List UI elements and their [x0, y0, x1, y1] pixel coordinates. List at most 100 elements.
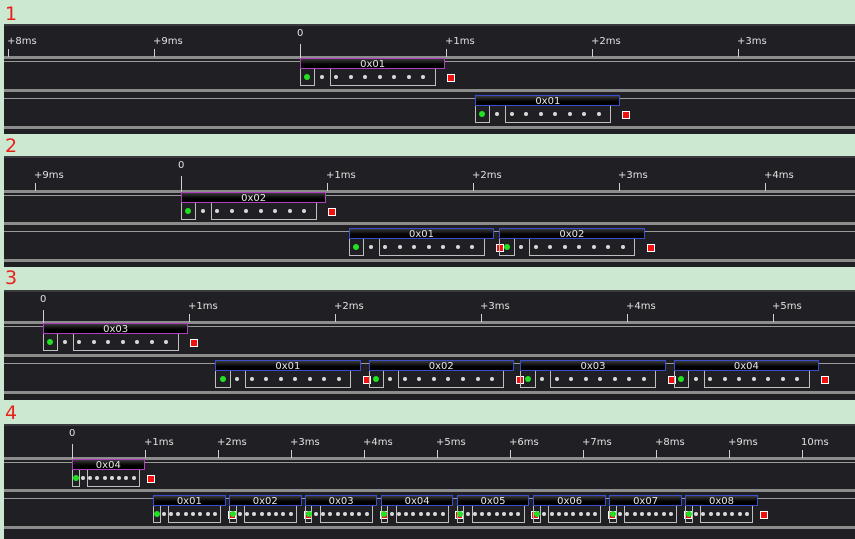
data-bit-dot	[730, 512, 735, 516]
time-tick-label: 0	[69, 428, 76, 439]
data-bit-dot	[328, 512, 333, 516]
data-bit-dot	[106, 340, 111, 344]
data-bit-dot	[183, 512, 188, 516]
decoded-frame[interactable]: 0x08	[685, 495, 758, 507]
data-bits-box	[703, 371, 810, 388]
data-bit-dot	[598, 377, 603, 381]
time-tick	[773, 314, 774, 322]
panel-number: 2	[5, 135, 18, 157]
decoded-frame[interactable]: 0x03	[304, 495, 378, 507]
decoded-frame[interactable]: 0x04	[72, 459, 145, 471]
time-tick	[729, 450, 730, 458]
data-bit-dot	[455, 245, 460, 249]
time-tick-label: +9ms	[728, 437, 758, 448]
decoded-frame[interactable]: 0x02	[368, 360, 514, 372]
time-ruler	[4, 190, 855, 193]
decoded-frame[interactable]: 0x05	[456, 495, 530, 507]
data-bit-dot	[562, 245, 567, 249]
data-bit-dot	[737, 377, 742, 381]
data-bit-dot	[336, 377, 341, 381]
channel-line	[4, 98, 855, 99]
decoded-frame[interactable]: 0x02	[181, 192, 327, 204]
waveform-panel-2[interactable]: +9ms 0 +1ms +2ms +3ms +4ms 0x02 0x01 0x02	[4, 156, 855, 267]
decoded-frame[interactable]: 0x01	[348, 228, 495, 240]
decoded-frame[interactable]: 0x07	[609, 495, 682, 507]
start-bit-marker	[381, 511, 388, 517]
time-ruler	[4, 56, 855, 59]
time-tick-label: +2ms	[217, 437, 247, 448]
data-bit-dot	[412, 245, 417, 249]
data-bit-dot	[169, 512, 174, 516]
decoded-frame[interactable]: 0x01	[475, 95, 621, 107]
time-tick	[510, 450, 511, 458]
data-bit-dot	[402, 377, 407, 381]
decoded-frame[interactable]: 0x04	[380, 495, 454, 507]
decoded-frame[interactable]: 0x03	[43, 323, 189, 335]
data-bit-dot	[273, 209, 278, 213]
data-bit-dot	[669, 512, 674, 516]
time-tick-label: +9ms	[153, 36, 183, 47]
data-bit-dot	[567, 112, 572, 116]
data-bits-box	[624, 506, 678, 523]
time-tick-label: +2ms	[334, 301, 364, 312]
start-bit-marker	[219, 376, 226, 382]
time-tick	[437, 450, 438, 458]
data-bit-dot	[421, 75, 426, 79]
time-tick	[627, 314, 628, 322]
data-bit-dot	[135, 340, 140, 344]
start-bit-box	[153, 506, 161, 523]
start-bit-marker	[609, 511, 616, 517]
data-bit-dot	[274, 512, 279, 516]
start-bit-marker	[353, 244, 360, 250]
start-bit-box	[300, 69, 316, 86]
data-bit-dot	[288, 512, 293, 516]
time-ruler	[4, 457, 855, 460]
time-tick-label: +3ms	[290, 437, 320, 448]
data-bit-dot	[350, 512, 355, 516]
start-bit-marker	[524, 376, 531, 382]
data-bit-dot	[519, 245, 524, 249]
data-bit-dot	[80, 476, 85, 480]
data-bit-dot	[368, 245, 373, 249]
data-bit-dot	[612, 377, 617, 381]
channel-line	[4, 326, 855, 327]
data-bit-dot	[632, 512, 637, 516]
data-bit-dot	[124, 476, 129, 480]
decoded-frame[interactable]: 0x03	[520, 360, 666, 372]
decoded-frame[interactable]: 0x02	[228, 495, 302, 507]
time-tick	[802, 450, 803, 458]
time-tick	[154, 49, 155, 57]
data-bit-dot	[542, 512, 547, 516]
data-bits-box	[378, 239, 485, 256]
data-bit-dot	[109, 476, 114, 480]
decoded-frame[interactable]: 0x02	[499, 228, 645, 240]
waveform-panel-1[interactable]: +8ms +9ms 0 +1ms +2ms +3ms 0x01 0x01	[4, 24, 855, 134]
start-bit-marker	[229, 511, 236, 517]
waveform-panel-4[interactable]: 0 +1ms +2ms +3ms +4ms +5ms +6ms +7ms +8ms +9ms 10m…	[4, 424, 855, 539]
decoded-frame[interactable]: 0x01	[153, 495, 226, 507]
data-bit-dot	[591, 245, 596, 249]
data-bit-dot	[564, 512, 569, 516]
data-bit-dot	[569, 377, 574, 381]
time-tick	[189, 314, 190, 322]
time-tick	[619, 183, 620, 191]
data-bit-dot	[348, 75, 353, 79]
time-tick	[583, 450, 584, 458]
decoded-frame[interactable]: 0x04	[673, 360, 819, 372]
decoded-frame[interactable]: 0x01	[300, 58, 446, 70]
time-tick-label: +9ms	[34, 170, 64, 181]
panel-number: 4	[5, 402, 18, 424]
start-bit-marker	[305, 511, 312, 517]
decoded-frame[interactable]: 0x06	[533, 495, 606, 507]
start-bit-marker	[304, 74, 311, 80]
decoded-frame[interactable]: 0x01	[215, 360, 361, 372]
data-bit-dot	[396, 512, 401, 516]
waveform-panel-3[interactable]: 0 +1ms +2ms +3ms +4ms +5ms 0x03 0x01 0x02 0x03 0x0…	[4, 290, 855, 400]
data-bit-dot	[357, 512, 362, 516]
time-tick-label: +4ms	[764, 170, 794, 181]
data-bit-dot	[102, 476, 107, 480]
time-tick	[335, 314, 336, 322]
data-bit-dot	[582, 112, 587, 116]
time-tick	[592, 49, 593, 57]
data-bit-dot	[708, 512, 713, 516]
